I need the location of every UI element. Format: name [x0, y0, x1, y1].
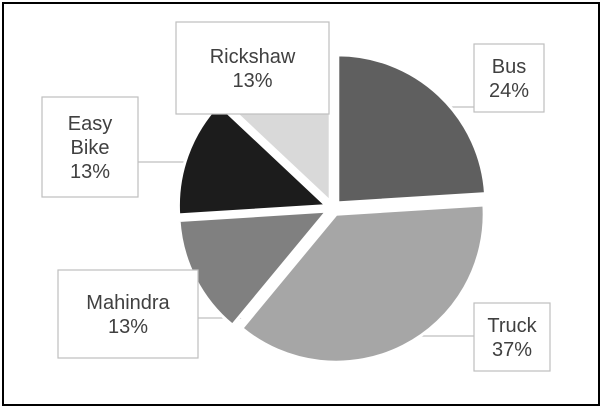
callout-box: [175, 21, 330, 115]
callout-box: [473, 302, 551, 372]
data-label-percent: 13%: [232, 70, 272, 92]
data-label-category: Bus: [492, 56, 526, 78]
pie-slice-bus: [336, 53, 488, 205]
pie-slices: [176, 52, 488, 364]
callout-box: [473, 43, 545, 113]
data-label-percent: 13%: [108, 316, 148, 338]
data-label-category: Rickshaw: [210, 46, 296, 68]
callout-box: [57, 269, 199, 359]
data-label-category: Truck: [487, 315, 537, 337]
callout-box: [41, 96, 139, 198]
data-label-percent: 13%: [70, 161, 110, 183]
data-label-percent: 37%: [492, 339, 532, 361]
data-label-category: Mahindra: [86, 292, 170, 314]
data-label-category: Easy: [68, 113, 112, 135]
data-label-percent: 24%: [489, 80, 529, 102]
data-label-callouts: Bus24%Truck37%Mahindra13%EasyBike13%Rick…: [41, 21, 551, 372]
pie-slice-truck: [239, 203, 486, 364]
data-label-category: Bike: [71, 137, 110, 159]
